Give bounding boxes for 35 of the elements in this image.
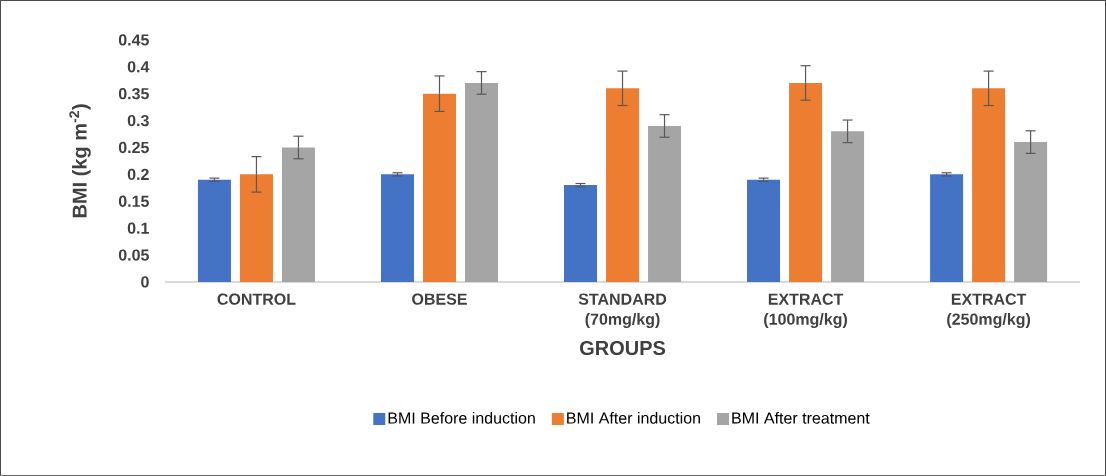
- x-tick-label: CONTROL: [217, 293, 296, 305]
- bar: [380, 174, 414, 282]
- y-tick-label: 0.45: [118, 34, 149, 46]
- bar: [747, 179, 781, 282]
- y-tick-label: 0.3: [127, 114, 149, 127]
- legend-label: BMI After induction: [567, 412, 700, 424]
- y-tick-label: 0.35: [118, 88, 149, 100]
- y-tick-label: 0.15: [118, 195, 149, 207]
- x-tick-label: EXTRACT (250mg/kg): [947, 293, 1031, 329]
- bar: [972, 88, 1006, 282]
- y-axis-title: BMI (kg m$^{-2}$): [69, 104, 91, 218]
- bar: [564, 185, 598, 282]
- bar: [239, 174, 273, 282]
- bar: [648, 126, 682, 282]
- bar: [422, 93, 456, 282]
- x-tick-label: OBESE: [412, 293, 467, 305]
- bar: [789, 82, 823, 282]
- bar: [281, 147, 315, 282]
- bar: [606, 88, 640, 282]
- x-tick-label: EXTRACT (100mg/kg): [764, 293, 847, 329]
- legend-label: BMI After treatment: [732, 412, 870, 424]
- bar: [1014, 142, 1048, 282]
- y-tick-label: 0.1: [127, 222, 149, 234]
- y-tick-label: 0.4: [127, 61, 150, 73]
- y-tick-label: 0.2: [127, 168, 149, 181]
- x-axis-title: GROUPS: [580, 340, 666, 356]
- y-tick-label: 0: [141, 276, 149, 288]
- y-tick-label: 0.25: [118, 141, 149, 154]
- y-tick-label: 0.05: [118, 249, 149, 261]
- bar: [464, 82, 498, 282]
- x-tick-label: STANDARD (70mg/kg): [578, 293, 667, 329]
- bar: [197, 179, 231, 282]
- bar: [930, 174, 964, 282]
- bar: [831, 131, 865, 282]
- legend-label: BMI Before induction: [388, 412, 535, 424]
